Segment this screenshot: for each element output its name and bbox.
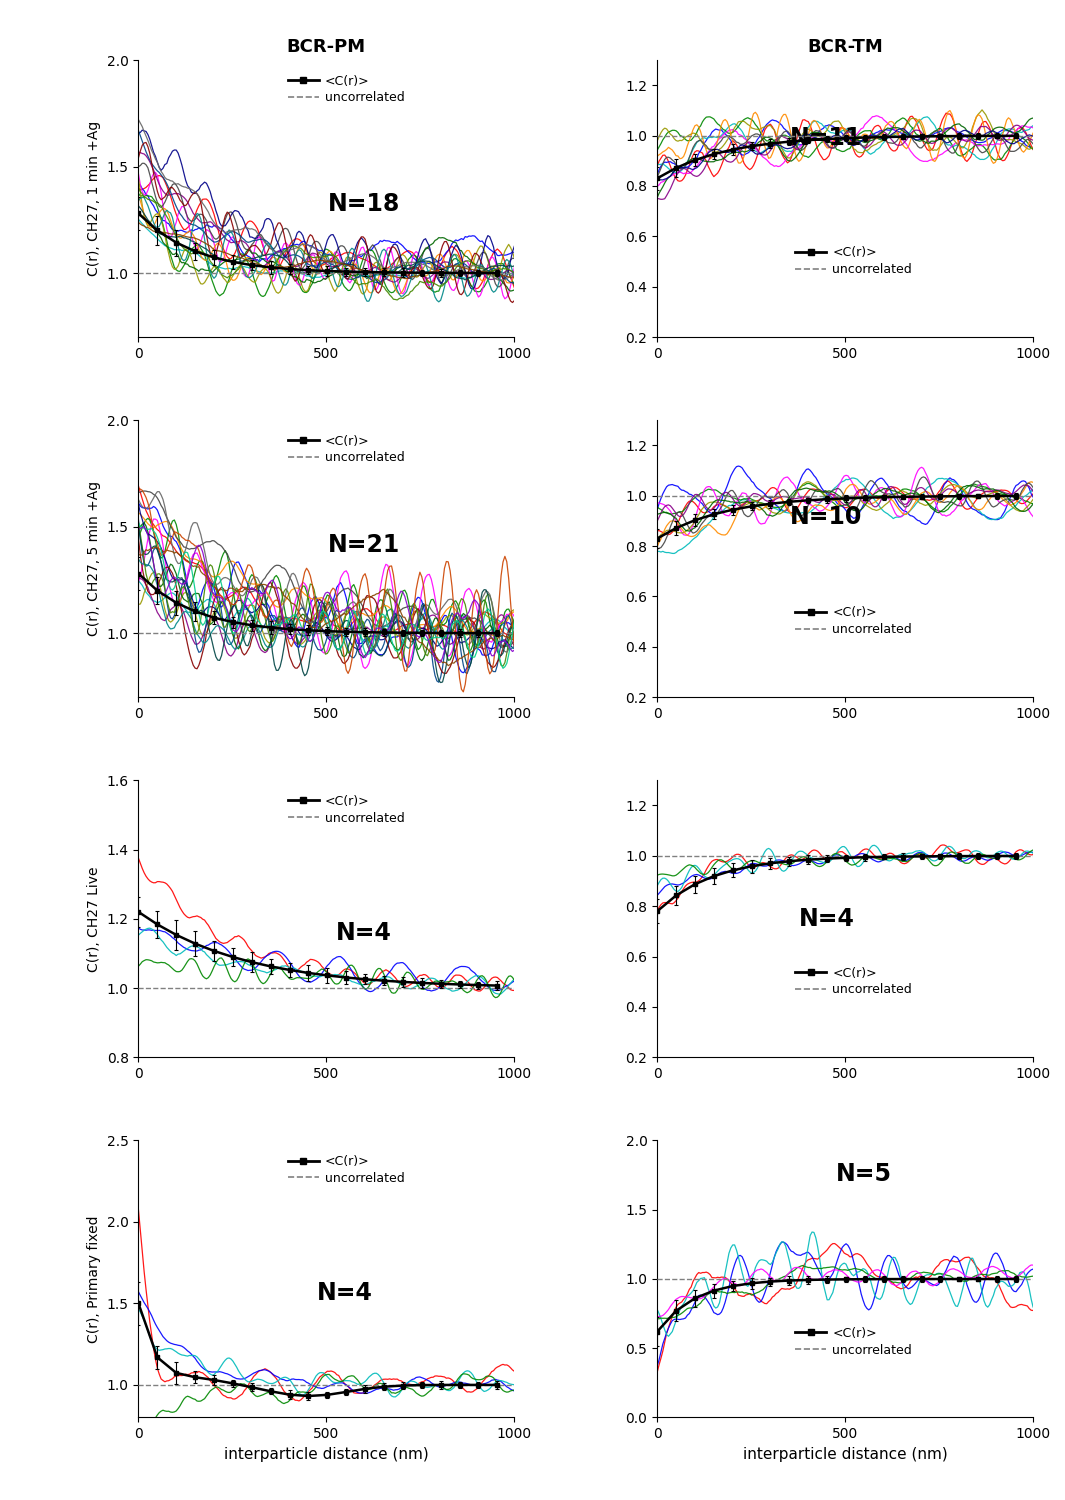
Legend: <C(r)>, uncorrelated: <C(r)>, uncorrelated xyxy=(288,795,405,825)
Title: BCR-PM: BCR-PM xyxy=(286,38,366,56)
Y-axis label: C(r), CH27, 5 min +Ag: C(r), CH27, 5 min +Ag xyxy=(87,482,101,636)
Legend: <C(r)>, uncorrelated: <C(r)>, uncorrelated xyxy=(794,1328,913,1356)
Y-axis label: C(r), Primary fixed: C(r), Primary fixed xyxy=(87,1215,101,1342)
X-axis label: interparticle distance (nm): interparticle distance (nm) xyxy=(742,1448,948,1462)
Legend: <C(r)>, uncorrelated: <C(r)>, uncorrelated xyxy=(794,246,913,276)
Text: N=21: N=21 xyxy=(328,532,400,556)
Legend: <C(r)>, uncorrelated: <C(r)>, uncorrelated xyxy=(288,435,405,465)
Title: BCR-TM: BCR-TM xyxy=(807,38,883,56)
Text: N=18: N=18 xyxy=(328,192,400,216)
Legend: <C(r)>, uncorrelated: <C(r)>, uncorrelated xyxy=(288,1155,405,1185)
Y-axis label: C(r), CH27 Live: C(r), CH27 Live xyxy=(87,865,101,972)
Y-axis label: C(r), CH27, 1 min +Ag: C(r), CH27, 1 min +Ag xyxy=(87,122,101,276)
Text: N=5: N=5 xyxy=(836,1161,891,1185)
Text: N=11: N=11 xyxy=(790,126,863,150)
Text: N=4: N=4 xyxy=(799,908,854,932)
Text: N=4: N=4 xyxy=(337,921,392,945)
Text: N=4: N=4 xyxy=(317,1281,373,1305)
Text: N=10: N=10 xyxy=(790,506,863,530)
Legend: <C(r)>, uncorrelated: <C(r)>, uncorrelated xyxy=(794,966,913,996)
X-axis label: interparticle distance (nm): interparticle distance (nm) xyxy=(224,1448,429,1462)
Legend: <C(r)>, uncorrelated: <C(r)>, uncorrelated xyxy=(794,606,913,636)
Legend: <C(r)>, uncorrelated: <C(r)>, uncorrelated xyxy=(288,75,405,105)
